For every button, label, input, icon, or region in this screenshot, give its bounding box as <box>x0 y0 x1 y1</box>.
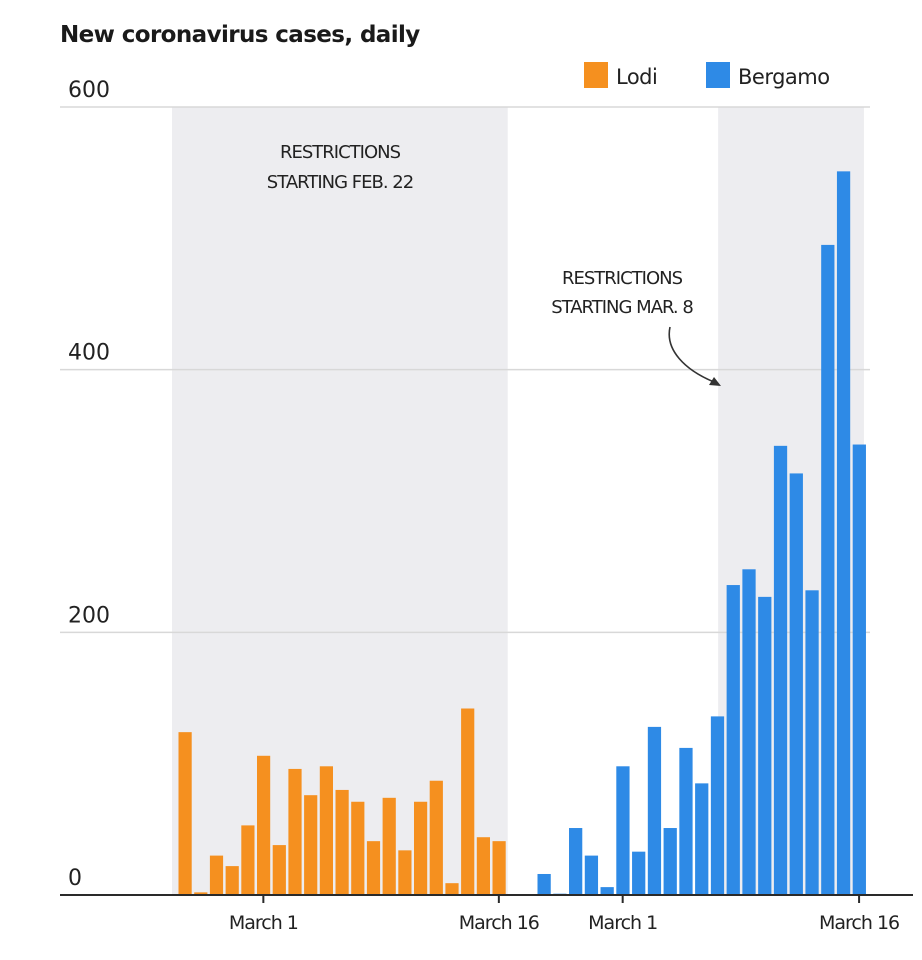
bar-bergamo-mar-3 <box>647 726 662 895</box>
bar-bergamo-mar-8 <box>726 585 740 895</box>
y-tick-label: 600 <box>68 78 110 103</box>
y-tick-label: 400 <box>68 341 110 366</box>
annotation-lodi: RESTRICTIONS STARTING FEB. 22 <box>267 142 414 193</box>
bar-lodi-mar-16 <box>492 841 506 895</box>
legend-swatch-lodi <box>584 62 608 88</box>
bar-lodi-mar-9 <box>382 797 396 895</box>
bar-lodi-feb-26 <box>194 892 208 895</box>
bar-bergamo-mar-6 <box>695 783 709 895</box>
legend-label-bergamo: Bergamo <box>738 65 830 89</box>
annotation-bergamo: RESTRICTIONS STARTING MAR. 8 <box>551 268 721 386</box>
x-tick-label: March 1 <box>229 912 298 934</box>
bar-lodi-mar-13 <box>445 883 459 895</box>
bar-bergamo-mar-14 <box>821 244 835 895</box>
bar-lodi-mar-11 <box>414 801 428 895</box>
bar-bergamo-mar-11 <box>773 445 788 895</box>
bar-lodi-mar-15 <box>476 837 490 895</box>
bar-bergamo-mar-12 <box>789 473 803 895</box>
bar-lodi-mar-5 <box>319 766 333 895</box>
bar-bergamo-mar-5 <box>679 747 693 895</box>
annotation-arrow-line <box>668 326 715 383</box>
bar-bergamo-mar-2 <box>632 851 646 895</box>
bar-bergamo-feb-29 <box>600 887 614 895</box>
bar-lodi-mar-12 <box>429 780 443 895</box>
bar-lodi-feb-29 <box>241 825 255 895</box>
bar-bergamo-mar-10 <box>758 596 772 895</box>
bar-lodi-feb-27 <box>209 855 224 895</box>
bar-bergamo-feb-25 <box>537 873 551 895</box>
x-tick-label: March 16 <box>819 912 899 934</box>
legend: Lodi Bergamo <box>584 62 830 89</box>
x-tick-label: March 16 <box>459 912 539 934</box>
shaded-region-lodi <box>172 107 508 895</box>
bar-bergamo-mar-4 <box>663 828 677 895</box>
x-axis-ticks: March 1 March 16 March 1 March 16 <box>229 895 900 934</box>
y-tick-label: 0 <box>68 866 82 891</box>
bar-bergamo-mar-9 <box>742 569 756 895</box>
bar-bergamo-mar-13 <box>805 590 819 895</box>
legend-swatch-bergamo <box>706 62 730 88</box>
bar-lodi-mar-4 <box>304 795 318 895</box>
bars <box>178 171 866 895</box>
bar-lodi-mar-10 <box>398 850 412 895</box>
bar-bergamo-mar-7 <box>710 716 725 895</box>
bar-lodi-feb-25 <box>178 732 192 895</box>
annotation-bergamo-line1: RESTRICTIONS <box>562 268 683 289</box>
y-axis-ticks: 0 200 400 600 <box>68 78 110 891</box>
bar-lodi-feb-28 <box>225 866 239 895</box>
annotation-lodi-line2: STARTING FEB. 22 <box>267 172 413 193</box>
arrow-head-icon <box>709 377 721 386</box>
bar-bergamo-mar-1 <box>616 766 630 895</box>
bar-bergamo-feb-28 <box>584 855 599 895</box>
bar-lodi-mar-6 <box>335 789 349 895</box>
legend-label-lodi: Lodi <box>616 65 657 89</box>
bar-lodi-mar-3 <box>288 768 302 895</box>
bar-lodi-mar-1 <box>257 755 271 895</box>
bar-bergamo-mar-15 <box>836 171 851 895</box>
bar-lodi-mar-14 <box>461 708 475 895</box>
x-tick-label: March 1 <box>588 912 657 934</box>
annotation-bergamo-line2: STARTING MAR. 8 <box>551 297 693 318</box>
bar-lodi-mar-2 <box>272 845 286 895</box>
chart-title: New coronavirus cases, daily <box>60 22 420 48</box>
annotation-lodi-line1: RESTRICTIONS <box>280 142 401 163</box>
y-tick-label: 200 <box>68 603 110 628</box>
bar-bergamo-mar-16 <box>852 444 866 895</box>
bar-lodi-mar-7 <box>351 801 365 895</box>
bar-lodi-mar-8 <box>366 841 381 895</box>
bar-bergamo-feb-27 <box>569 828 583 895</box>
